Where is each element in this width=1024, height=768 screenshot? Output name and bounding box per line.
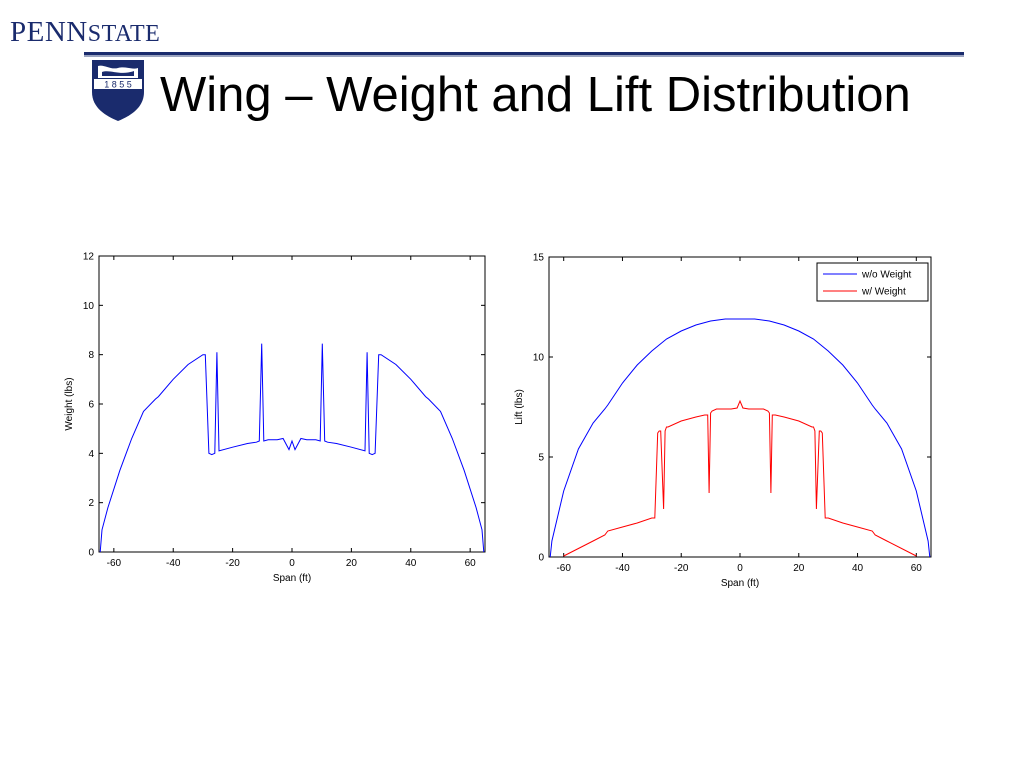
wordmark-state: STATE	[87, 21, 161, 47]
lift-xlabel: Span (ft)	[721, 578, 759, 589]
lift-xtick-label: 0	[737, 563, 743, 574]
lift-ytick-label: 0	[538, 553, 544, 564]
weight-xtick-label: 20	[346, 558, 358, 569]
lift-ylabel: Lift (lbs)	[514, 389, 525, 425]
weight-ytick-label: 6	[88, 400, 94, 411]
weight-xtick-label: -60	[107, 558, 122, 569]
weight-ytick-label: 8	[88, 350, 94, 361]
lift-legend-label: w/ Weight	[861, 287, 906, 298]
lift-xtick-label: -60	[556, 563, 571, 574]
lift-ytick-label: 5	[538, 453, 544, 464]
page-title: Wing – Weight and Lift Distribution	[160, 68, 911, 122]
weight-ylabel: Weight (lbs)	[64, 377, 75, 430]
header-rule-shadow	[84, 55, 964, 57]
lift-xtick-label: 60	[911, 563, 923, 574]
weight-xtick-label: 40	[405, 558, 417, 569]
lift-legend-label: w/o Weight	[861, 270, 912, 281]
weight-ytick-label: 12	[83, 252, 95, 263]
penn-state-shield-logo: 1 8 5 5	[92, 60, 144, 121]
weight-ytick-label: 2	[88, 498, 94, 509]
lift-ytick-label: 10	[533, 353, 545, 364]
lift-series-line-w-weight	[563, 399, 917, 557]
shield-year: 1 8 5 5	[104, 80, 132, 90]
weight-xtick-label: -20	[225, 558, 240, 569]
lift-ytick-label: 15	[533, 253, 545, 264]
weight-xtick-label: -40	[166, 558, 181, 569]
lift-xtick-label: -20	[674, 563, 689, 574]
header-rule	[84, 52, 964, 55]
weight-xtick-label: 0	[289, 558, 295, 569]
lift-axes-box	[548, 256, 932, 558]
weight-axes-box	[98, 255, 486, 553]
lift-xtick-label: 20	[793, 563, 805, 574]
penn-state-wordmark: PENNSTATE	[10, 18, 160, 47]
lift-xtick-label: -40	[615, 563, 630, 574]
weight-chart-plot: -60 -40 -20 0 20 40 60 0 2 4 6 8 10 12 Span (ft) Weight…	[64, 252, 486, 584]
weight-ytick-label: 0	[88, 548, 94, 559]
lift-xtick-label: 40	[852, 563, 864, 574]
weight-series-line-0	[99, 343, 485, 553]
weight-ytick-label: 4	[88, 449, 94, 460]
lift-chart-plot: -60 -40 -20 0 20 40 60 0 5 10 15 Span (ft) Lift (lbs…	[514, 253, 932, 589]
wordmark-penn: PENN	[10, 16, 88, 48]
weight-xlabel: Span (ft)	[273, 573, 311, 584]
lift-legend-box	[816, 262, 929, 302]
weight-xtick-label: 60	[465, 558, 477, 569]
lift-series-line-w-o-weight	[549, 318, 931, 558]
weight-ytick-label: 10	[83, 301, 95, 312]
